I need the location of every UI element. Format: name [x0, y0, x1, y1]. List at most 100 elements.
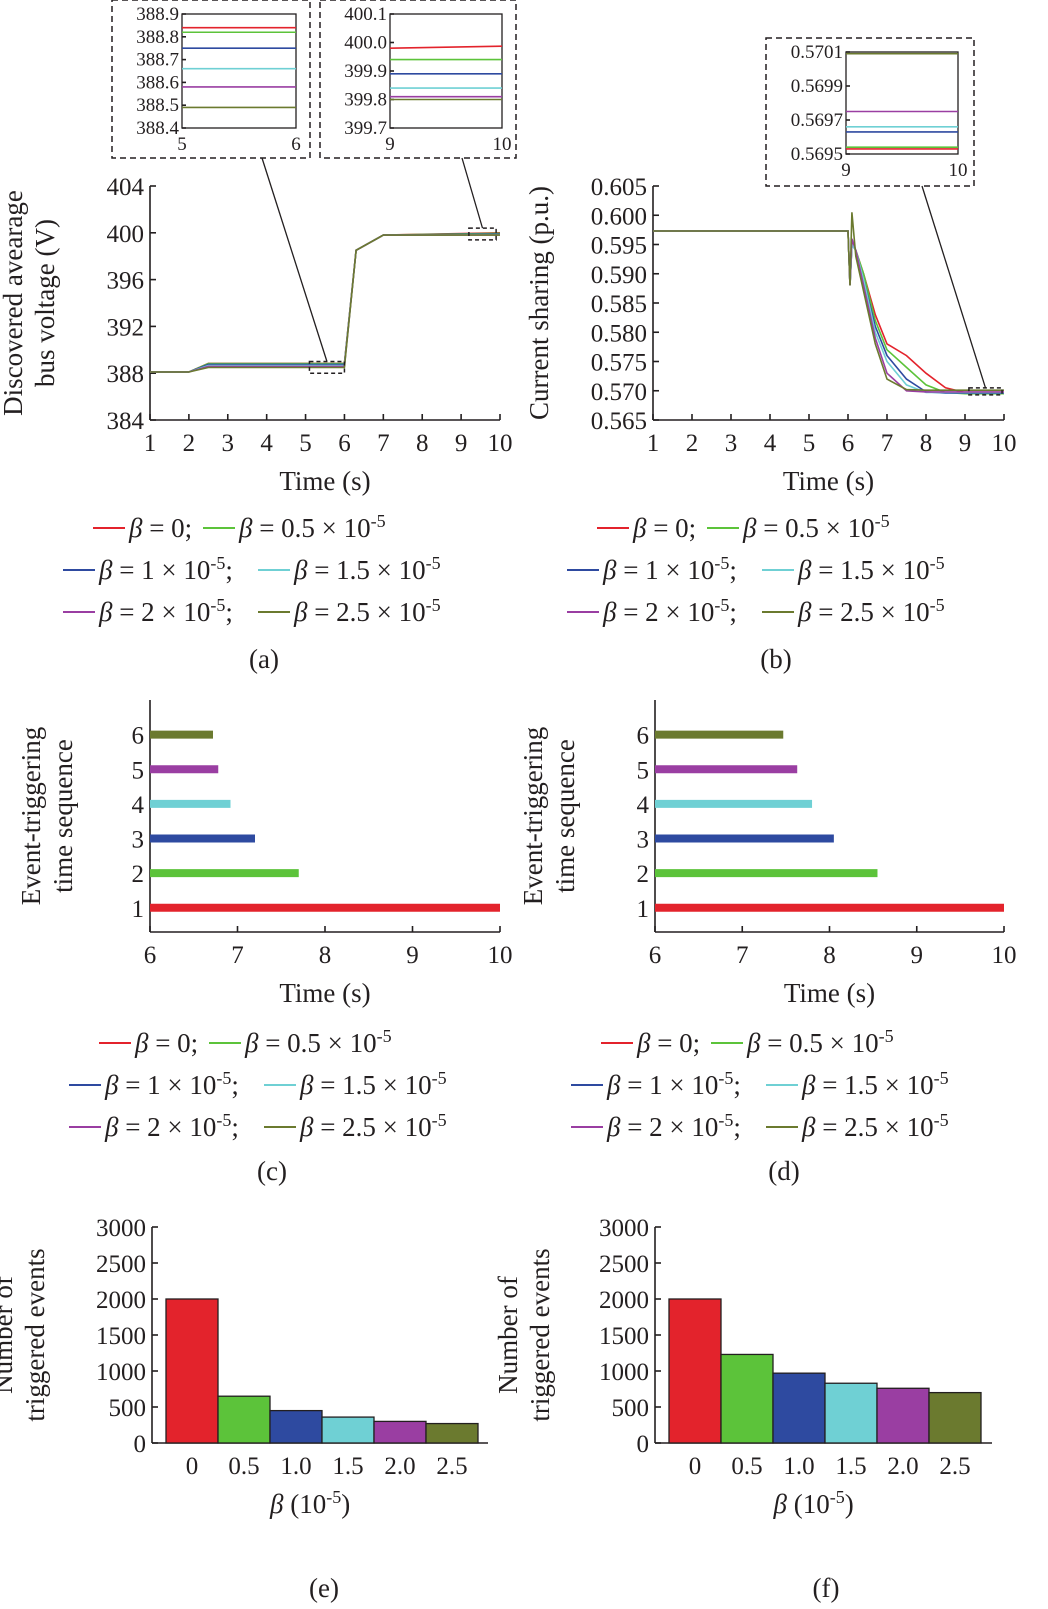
- chart-d-y-tick-label: 3: [637, 827, 650, 854]
- chart-a-inset-y-tick-label: 388.4: [136, 118, 179, 139]
- chart-e-y-tick-label: 1500: [96, 1323, 146, 1350]
- caption-f: (f): [813, 1573, 840, 1603]
- chart-a-y-axis-label: Discovered avearage: [0, 190, 28, 416]
- chart-b-series-line: [653, 230, 1004, 394]
- chart-e-y-tick-label: 3000: [96, 1215, 146, 1242]
- chart-a-y-tick-label: 388: [107, 361, 145, 388]
- chart-b-inset-x-tick-label: 9: [841, 160, 851, 181]
- chart-b-inset-connector: [921, 185, 987, 389]
- chart-a-x-tick-label: 7: [377, 430, 390, 457]
- chart-d-x-tick-label: 7: [736, 942, 749, 969]
- chart-b-x-tick-label: 2: [686, 430, 699, 457]
- chart-d-axes: 6 7 8 9 10 1 2 3 4 5 6 Time (s): [637, 700, 1017, 1008]
- chart-a-inset-x-tick-label: 9: [385, 134, 395, 155]
- chart-e-y-tick-label: 1000: [96, 1359, 146, 1386]
- chart-f-y-axis-label: Number of: [493, 1276, 523, 1394]
- chart-a-inset-y-tick-label: 400.1: [344, 4, 387, 25]
- chart-c-y-axis-label: Event-triggering: [16, 727, 46, 905]
- chart-f-y-tick-label: 2500: [599, 1251, 649, 1278]
- chart-e-category-label: 0: [186, 1453, 199, 1480]
- chart-f-y-tick-label: 1500: [599, 1323, 649, 1350]
- chart-b-legend-label: β = 2 × 10-5;: [602, 595, 737, 627]
- chart-e-y-axis-label: Number of: [0, 1276, 18, 1394]
- chart-e-y-tick-label: 2500: [96, 1251, 146, 1278]
- chart-b-x-tick-label: 1: [647, 430, 660, 457]
- chart-f-y-tick-label: 2000: [599, 1287, 649, 1314]
- chart-a-inset-y-tick-label: 388.5: [136, 95, 179, 116]
- chart-c-legend-label: β = 2 × 10-5;: [104, 1110, 239, 1142]
- chart-a-x-tick-label: 6: [338, 430, 351, 457]
- chart-a-legend-label: β = 0.5 × 10-5: [238, 511, 386, 543]
- chart-a-y-tick-label: 404: [107, 174, 145, 201]
- chart-a-inset-y-tick-label: 399.7: [344, 118, 387, 139]
- chart-c-y-axis-label: time sequence: [48, 739, 78, 893]
- chart-f-bar: [720, 1353, 774, 1444]
- chart-e-y-tick-label: 500: [109, 1395, 147, 1422]
- chart-b-series-line: [653, 230, 1004, 394]
- chart-a-y-tick-label: 384: [107, 408, 145, 435]
- chart-a-inset-y-tick-label: 388.7: [136, 50, 179, 71]
- chart-c-legend-label: β = 1 × 10-5;: [104, 1068, 239, 1100]
- chart-f-bar: [928, 1391, 982, 1444]
- chart-c-x-tick-label: 6: [144, 942, 157, 969]
- chart-c-axes: 6 7 8 9 10 1 2 3 4 5 6 Time (s): [132, 700, 513, 1008]
- chart-b-series-line: [653, 212, 1004, 392]
- chart-a-x-tick-label: 9: [455, 430, 468, 457]
- chart-b-x-tick-label: 6: [842, 430, 855, 457]
- chart-d-legend-label: β = 2 × 10-5;: [606, 1110, 741, 1142]
- chart-a-inset-x-tick-label: 10: [493, 134, 512, 155]
- chart-a-inset-x-tick-label: 5: [177, 134, 187, 155]
- chart-a-axes: 1 2 3 4 5 6 7 8 9 10 384 388 392 396 400 404 Time (s): [107, 174, 513, 496]
- chart-a-x-tick-label: 8: [416, 430, 429, 457]
- chart-c-legend-label: β = 0;: [134, 1028, 198, 1058]
- chart-b-y-tick-label: 0.565: [591, 408, 647, 435]
- chart-b-x-tick-label: 8: [920, 430, 933, 457]
- chart-f-category-label: 2.5: [939, 1453, 970, 1480]
- chart-e-bar: [373, 1420, 427, 1444]
- chart-b-series-line: [653, 230, 1004, 394]
- chart-f-category-label: 1.0: [783, 1453, 814, 1480]
- chart-f-x-axis-label: β (10-5): [773, 1487, 854, 1519]
- chart-e-y-tick-label: 0: [134, 1431, 147, 1458]
- chart-b-y-tick-label: 0.585: [591, 291, 647, 318]
- chart-e-category-label: 1.0: [280, 1453, 311, 1480]
- chart-a-x-tick-label: 2: [183, 430, 196, 457]
- chart-a-inset-panel: [111, 0, 311, 159]
- chart-f-y-axis-label: triggered events: [525, 1248, 555, 1421]
- chart-b-x-axis-label: Time (s): [783, 466, 874, 496]
- chart-f-y-tick-label: 3000: [599, 1215, 649, 1242]
- chart-d-x-tick-label: 6: [649, 942, 662, 969]
- caption-c: (c): [257, 1156, 287, 1186]
- chart-a-inset-y-tick-label: 400.0: [344, 33, 387, 54]
- chart-c-y-tick-label: 1: [132, 896, 145, 923]
- chart-a-inset-y-tick-label: 388.8: [136, 27, 179, 48]
- chart-a-legend-label: β = 1 × 10-5;: [98, 553, 233, 585]
- chart-a-y-tick-label: 400: [107, 221, 145, 248]
- chart-d-x-tick-label: 9: [911, 942, 924, 969]
- caption-b: (b): [760, 644, 791, 674]
- caption-e: (e): [309, 1573, 339, 1603]
- chart-a-x-tick-label: 1: [144, 430, 157, 457]
- chart-c-legend-label: β = 0.5 × 10-5: [244, 1026, 392, 1058]
- chart-f-bar: [772, 1372, 826, 1444]
- chart-a-y-tick-label: 396: [107, 268, 145, 295]
- caption-a: (a): [249, 644, 279, 674]
- chart-f-bar: [668, 1298, 722, 1444]
- chart-e-category-label: 1.5: [332, 1453, 363, 1480]
- chart-b-y-tick-label: 0.590: [591, 262, 647, 289]
- chart-a-inset-series-line: [389, 45, 503, 49]
- chart-e-bar: [425, 1422, 479, 1444]
- chart-f-category-label: 2.0: [887, 1453, 918, 1480]
- chart-e-bar: [217, 1395, 271, 1444]
- chart-b-y-tick-label: 0.595: [591, 233, 647, 260]
- chart-c-y-tick-label: 3: [132, 827, 145, 854]
- chart-f-category-label: 0: [689, 1453, 702, 1480]
- chart-e-y-tick-label: 2000: [96, 1287, 146, 1314]
- chart-a-inset-y-tick-label: 399.9: [344, 61, 387, 82]
- chart-d-x-axis-label: Time (s): [784, 978, 875, 1008]
- chart-c-y-tick-label: 6: [132, 723, 145, 750]
- chart-d-x-tick-label: 10: [992, 942, 1017, 969]
- chart-c-y-tick-label: 2: [132, 861, 145, 888]
- chart-b-legend-label: β = 1 × 10-5;: [602, 553, 737, 585]
- chart-e-category-label: 2.5: [436, 1453, 467, 1480]
